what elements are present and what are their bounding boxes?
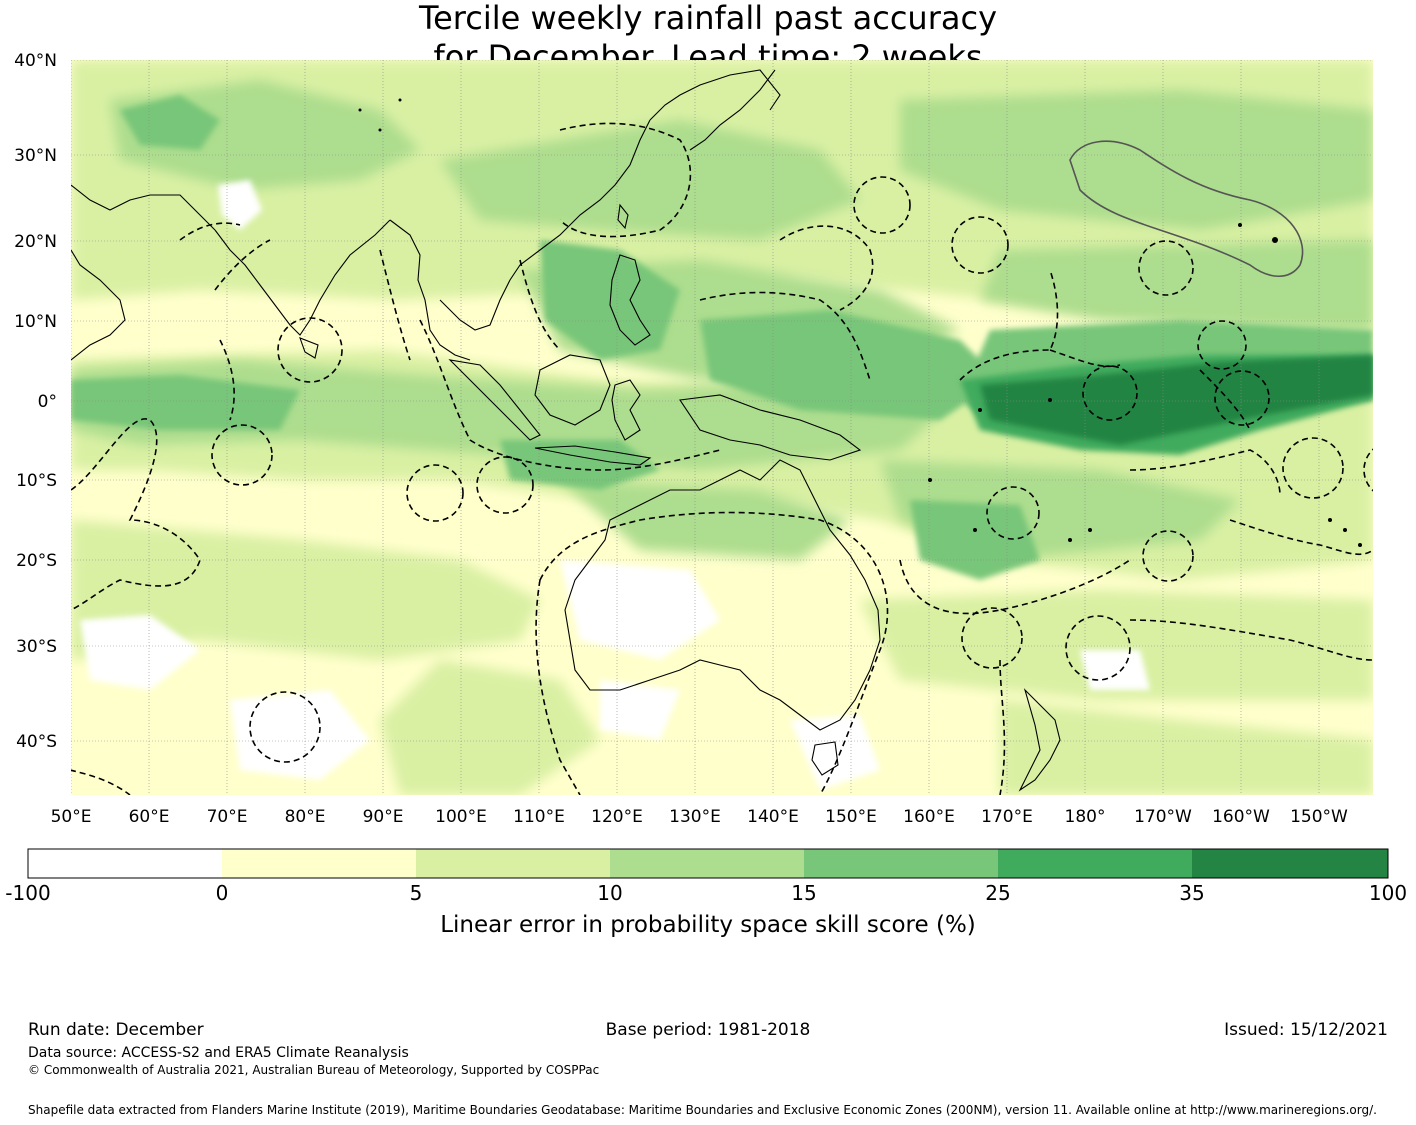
lon-label: 90°E — [363, 807, 404, 827]
lon-label: 180° — [1065, 807, 1106, 827]
colorbar-segment — [222, 849, 416, 878]
data-source: Data source: ACCESS-S2 and ERA5 Climate … — [28, 1045, 409, 1061]
coastlines — [71, 69, 1362, 792]
colorbar-segment — [610, 849, 804, 878]
colorbar-segment — [28, 849, 222, 878]
lat-label: 0° — [38, 392, 57, 412]
lon-label: 140°E — [747, 807, 799, 827]
skill-shading — [71, 60, 1373, 795]
colorbar-segment — [1192, 849, 1388, 878]
colorbar-label: Linear error in probability space skill … — [440, 912, 976, 938]
colorbar-segment — [416, 849, 610, 878]
eez-boundaries — [71, 122, 1373, 795]
lon-label: 100°E — [435, 807, 487, 827]
lat-label: 20°N — [14, 232, 57, 252]
run-date: Run date: December — [28, 1020, 204, 1040]
footer: Run date: December Base period: 1981-201… — [28, 1020, 1388, 1117]
colorbar: -100 0 5 10 15 25 35 100 Linear error in… — [5, 848, 1407, 938]
lat-label: 10°S — [16, 471, 57, 491]
colorbar-tick: 10 — [597, 881, 622, 905]
lat-label: 20°S — [16, 551, 57, 571]
colorbar-tick: 0 — [216, 881, 229, 905]
lon-label: 170°W — [1134, 807, 1192, 827]
colorbar-segment — [998, 849, 1192, 878]
latitude-labels: 40°N 30°N 20°N 10°N 0° 10°S 20°S 30°S 40… — [14, 51, 57, 752]
colorbar-outline — [27, 848, 1389, 879]
shapefile-credit: Shapefile data extracted from Flanders M… — [28, 1103, 1377, 1117]
skill-score-map[interactable] — [70, 60, 1416, 795]
lon-label: 50°E — [51, 807, 92, 827]
lon-label: 110°E — [513, 807, 565, 827]
lon-label: 130°E — [669, 807, 721, 827]
colorbar-tick: 5 — [410, 881, 423, 905]
colorbar-tick: -100 — [5, 881, 50, 905]
lat-label: 40°N — [14, 51, 57, 71]
lat-label: 40°S — [16, 732, 57, 752]
lat-label: 30°S — [16, 637, 57, 657]
colorbar-tick: 35 — [1179, 881, 1204, 905]
lon-label: 60°E — [129, 807, 170, 827]
lon-label: 160°E — [903, 807, 955, 827]
longitude-labels: 50°E 60°E 70°E 80°E 90°E 100°E 110°E 120… — [51, 807, 1349, 827]
lon-label: 70°E — [207, 807, 248, 827]
lon-label: 120°E — [591, 807, 643, 827]
lon-label: 150°W — [1290, 807, 1348, 827]
colorbar-tick: 15 — [791, 881, 816, 905]
copyright-notice: © Commonwealth of Australia 2021, Austra… — [28, 1063, 599, 1077]
lon-label: 160°W — [1212, 807, 1270, 827]
lon-label: 150°E — [825, 807, 877, 827]
base-period: Base period: 1981-2018 — [606, 1020, 811, 1040]
lon-label: 170°E — [981, 807, 1033, 827]
colorbar-segment — [804, 849, 998, 878]
lon-label: 80°E — [285, 807, 326, 827]
issued-date: Issued: 15/12/2021 — [1224, 1020, 1388, 1040]
lat-label: 10°N — [14, 312, 57, 332]
colorbar-tick: 25 — [985, 881, 1010, 905]
map-title-line1: Tercile weekly rainfall past accuracy — [418, 0, 997, 37]
colorbar-tick: 100 — [1369, 881, 1407, 905]
lat-label: 30°N — [14, 146, 57, 166]
